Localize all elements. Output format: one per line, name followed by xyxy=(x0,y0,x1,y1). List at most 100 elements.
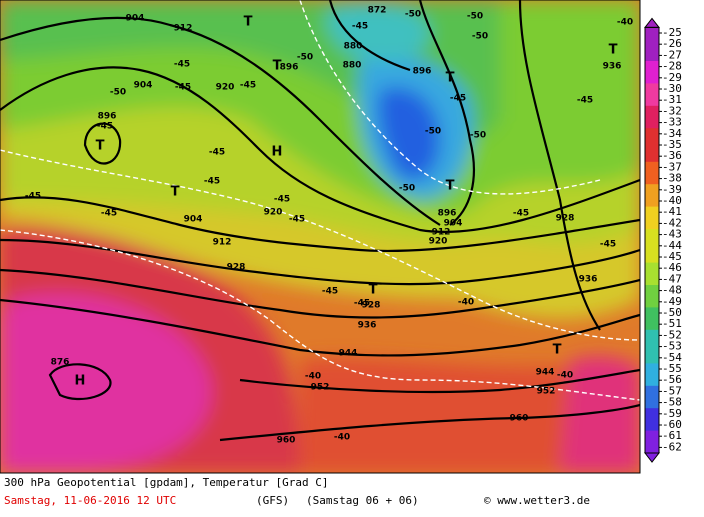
contour-label: -45 xyxy=(175,83,191,93)
colorbar-label: -59 xyxy=(662,407,682,420)
map xyxy=(0,0,640,473)
contour-label: -45 xyxy=(25,192,41,202)
contour-label: -45 xyxy=(600,240,616,250)
colorbar-swatch xyxy=(645,173,659,185)
colorbar-label: -60 xyxy=(662,418,682,431)
colorbar-label: -43 xyxy=(662,228,682,241)
colorbar-label: -52 xyxy=(662,328,682,341)
contour-label: 944 xyxy=(536,368,555,378)
contour-label: -45 xyxy=(274,195,290,205)
colorbar-label: -26 xyxy=(662,37,682,50)
contour-label: 920 xyxy=(216,83,235,93)
colorbar-swatch xyxy=(645,206,659,219)
colorbar-label: -41 xyxy=(662,205,682,218)
pressure-center-label: H xyxy=(75,374,86,389)
contour-label: 880 xyxy=(344,42,363,52)
contour-label: 928 xyxy=(362,301,381,311)
colorbar-label: -28 xyxy=(662,60,682,73)
colorbar-label: -27 xyxy=(662,48,682,61)
colorbar-swatch xyxy=(645,38,659,51)
colorbar-label: -61 xyxy=(662,429,682,442)
contour-label: -45 xyxy=(450,94,466,104)
colorbar-swatch xyxy=(645,139,659,152)
contour-label: 904 xyxy=(184,215,203,225)
colorbar-swatch xyxy=(645,94,659,107)
colorbar-swatch xyxy=(645,273,659,286)
colorbar-label: -58 xyxy=(662,396,682,409)
contour-label: 912 xyxy=(174,24,193,34)
isotherms xyxy=(0,0,640,401)
contour-label: 872 xyxy=(368,6,387,16)
contour-label: -40 xyxy=(458,298,474,308)
contour-label: -45 xyxy=(204,177,220,187)
contour-label: 904 xyxy=(134,81,153,91)
colorbar-label: -42 xyxy=(662,216,682,229)
contour-label: 944 xyxy=(339,349,358,359)
contour-label: 896 xyxy=(413,67,432,77)
contour-label: 896 xyxy=(438,209,457,219)
colorbar-label: -62 xyxy=(662,440,682,453)
colorbar-label: -38 xyxy=(662,172,682,185)
pressure-center-label: T xyxy=(273,59,282,74)
contour-label: -50 xyxy=(110,88,126,98)
colorbar-swatch xyxy=(645,352,659,364)
colorbar-swatch xyxy=(645,318,659,331)
contour-label: 936 xyxy=(603,62,622,72)
contour-label: -45 xyxy=(513,209,529,219)
pressure-center-label: T xyxy=(244,15,253,30)
contour-label: -45 xyxy=(174,60,190,70)
colorbar-label: -47 xyxy=(662,272,682,285)
temperature-field xyxy=(0,0,640,473)
colorbar-swatch xyxy=(645,374,659,387)
colorbar-swatch xyxy=(645,240,659,252)
colorbar-swatch xyxy=(645,229,659,241)
colorbar-label: -56 xyxy=(662,373,682,386)
colorbar-arrow-top xyxy=(643,17,661,28)
colorbar-label: -30 xyxy=(662,82,682,95)
contour-label: 896 xyxy=(98,112,117,122)
colorbar-swatch xyxy=(645,408,659,420)
colorbar-swatch xyxy=(645,262,659,275)
colorbar-label: -32 xyxy=(662,104,682,117)
colorbar: -25-26-27-28-29-30-31-32-33-34-35-36-37-… xyxy=(643,17,682,463)
contour-label: -40 xyxy=(617,18,633,28)
contour-label: 920 xyxy=(264,208,283,218)
contour-label: 960 xyxy=(277,436,296,446)
contour-label: 904 xyxy=(126,14,145,24)
pressure-center-label: T xyxy=(446,71,455,86)
contour-label: -50 xyxy=(405,10,421,20)
colorbar-swatch xyxy=(645,72,659,84)
colorbar-label: -57 xyxy=(662,384,682,397)
contour-label: 896 xyxy=(280,63,299,73)
colorbar-label: -50 xyxy=(662,306,682,319)
contour-label: 928 xyxy=(556,214,575,224)
colorbar-swatch xyxy=(645,441,659,454)
contour-label: -45 xyxy=(209,148,225,158)
colorbar-label: -33 xyxy=(662,116,682,129)
colorbar-swatch xyxy=(645,128,659,140)
colorbar-label: -35 xyxy=(662,138,682,151)
colorbar-label: -45 xyxy=(662,250,682,263)
colorbar-arrow-bottom xyxy=(643,452,661,463)
colorbar-label: -55 xyxy=(662,362,682,375)
contour-label: -50 xyxy=(467,12,483,22)
colorbar-label: -51 xyxy=(662,317,682,330)
contour-label: 912 xyxy=(432,228,451,238)
colorbar-swatch xyxy=(645,49,659,62)
colorbar-swatch xyxy=(645,430,659,443)
colorbar-label: -44 xyxy=(662,239,682,252)
colorbar-swatch xyxy=(645,217,659,230)
colorbar-label: -53 xyxy=(662,340,682,353)
contour-label: -45 xyxy=(322,287,338,297)
contour-label: 912 xyxy=(213,238,232,248)
contour-label: 904 xyxy=(444,219,463,229)
contour-label: -40 xyxy=(305,372,321,382)
colorbar-swatch xyxy=(645,61,659,73)
colorbar-swatch xyxy=(645,363,659,376)
colorbar-label: -39 xyxy=(662,183,682,196)
colorbar-swatch xyxy=(645,329,659,342)
colorbar-swatch xyxy=(645,161,659,174)
colorbar-label: -29 xyxy=(662,71,682,84)
colorbar-label: -54 xyxy=(662,351,682,364)
